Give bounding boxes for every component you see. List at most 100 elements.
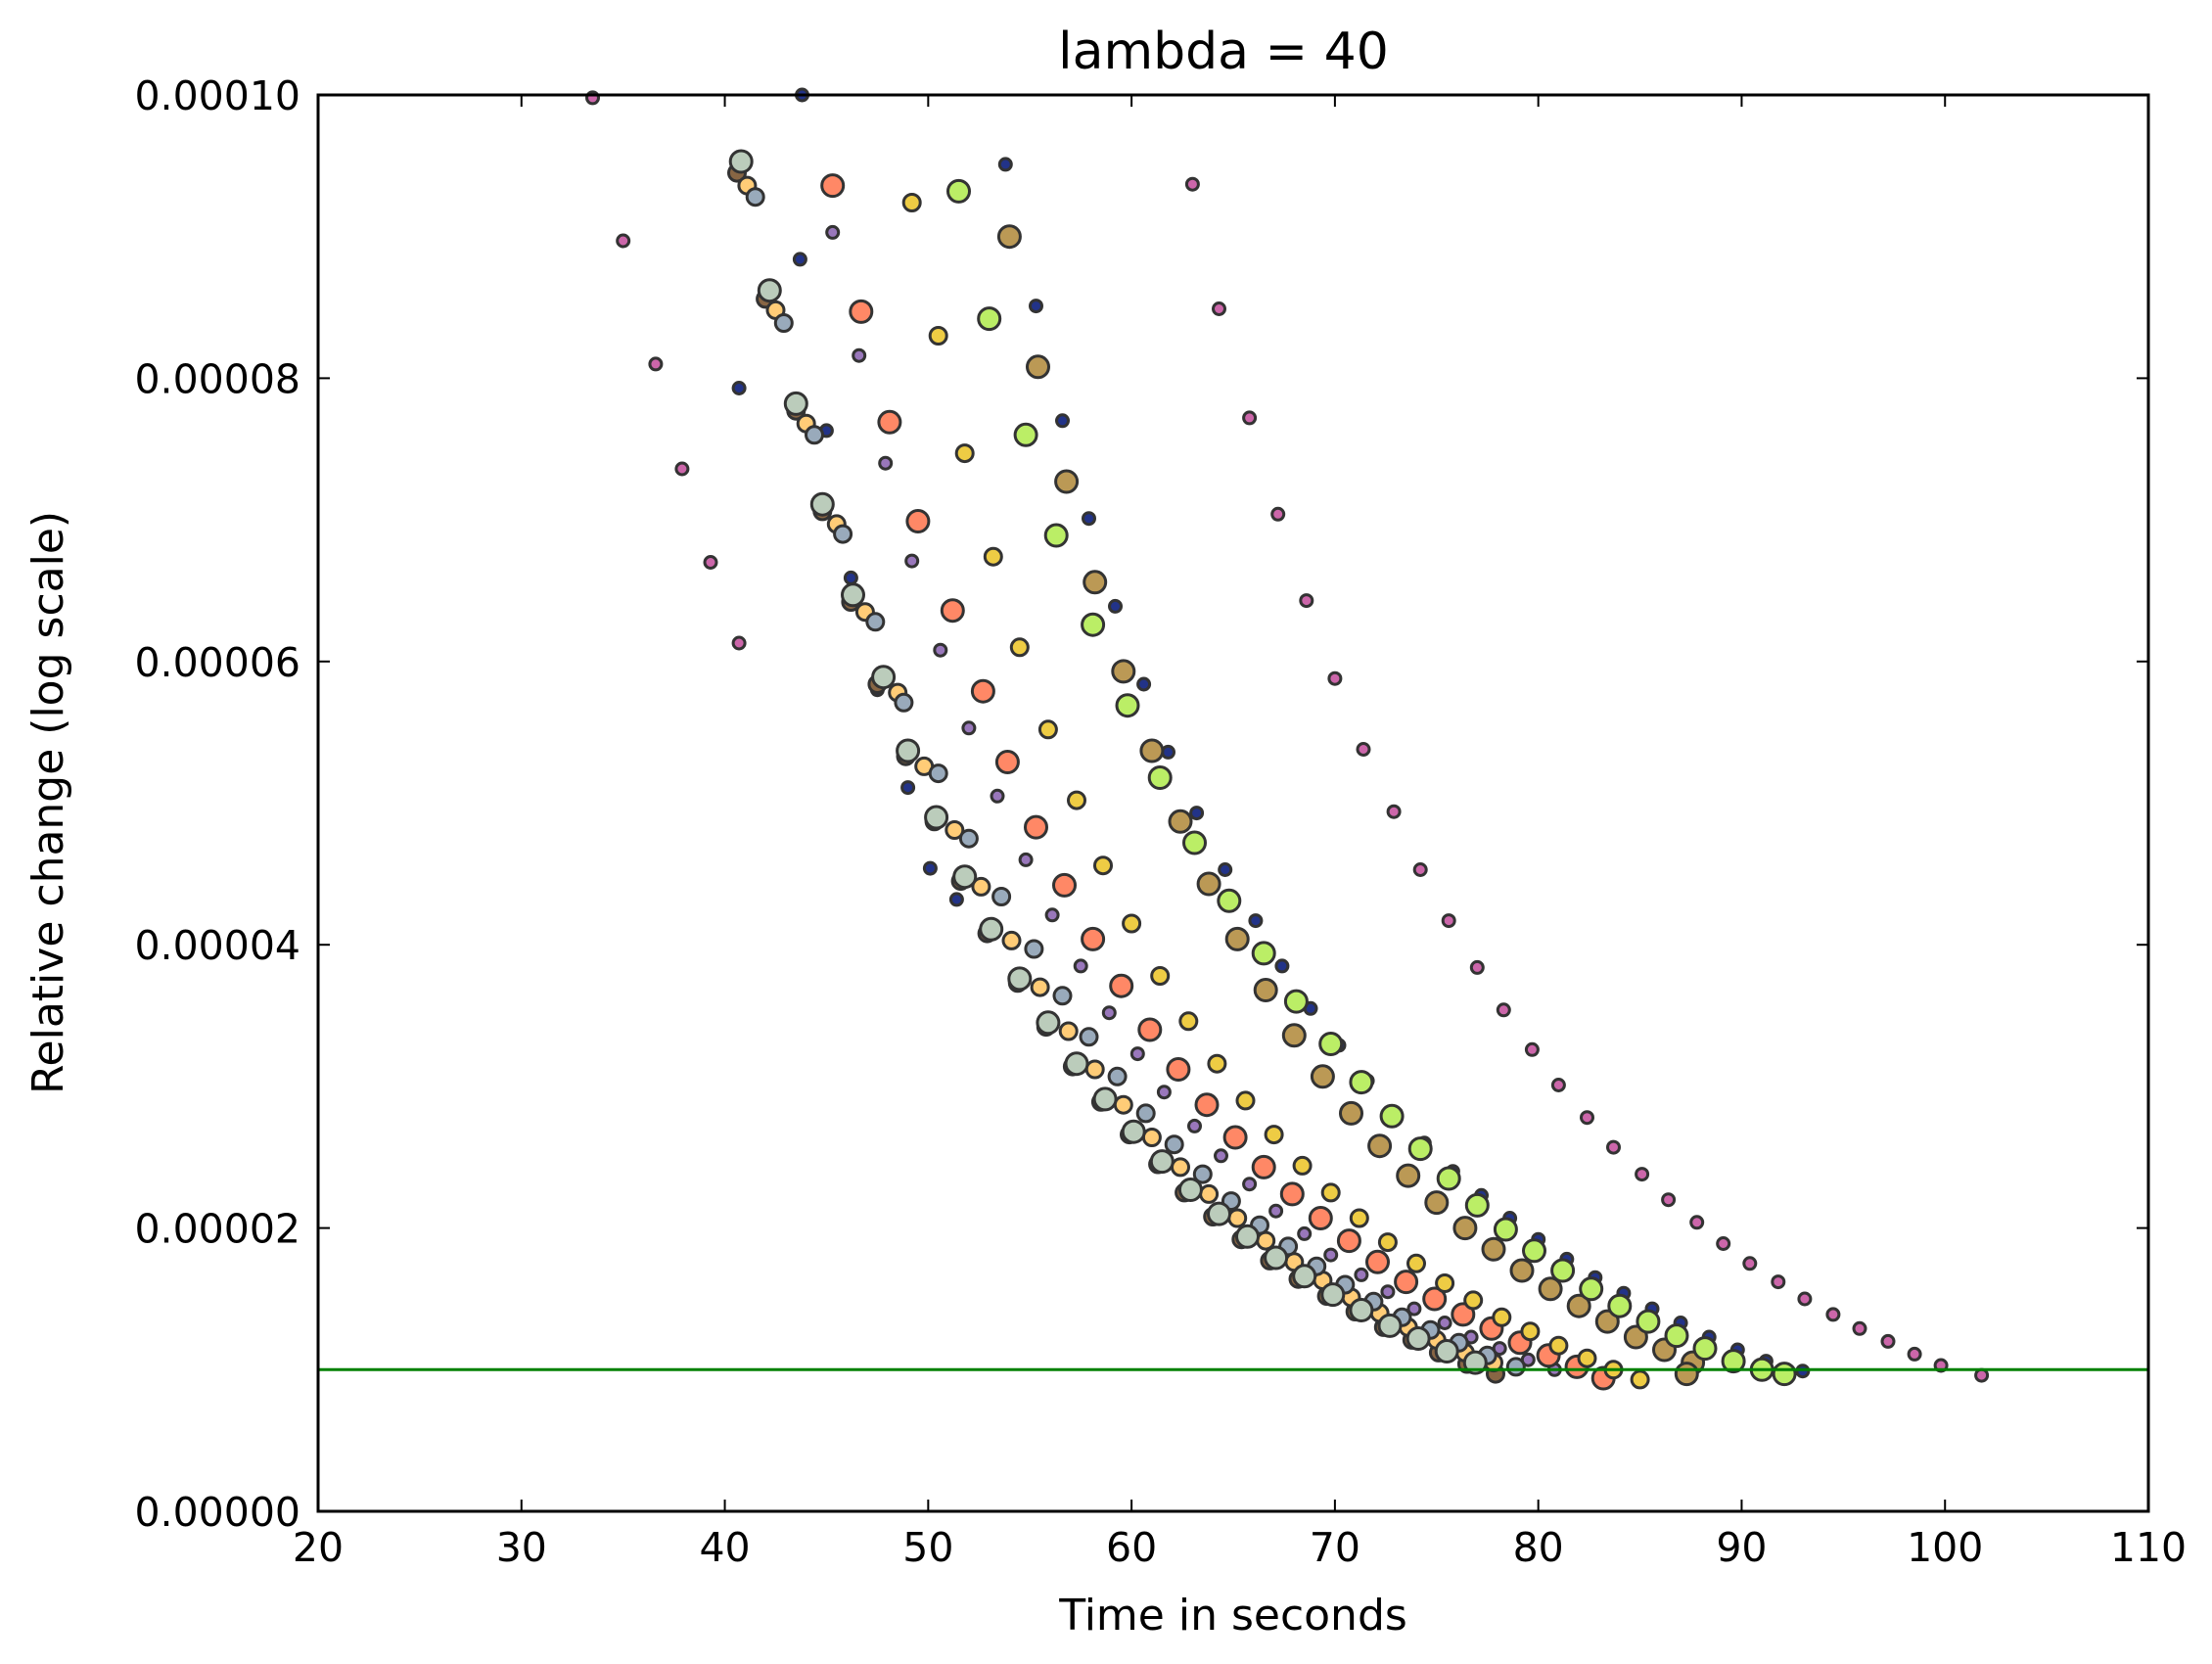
- data-point: [1349, 1070, 1374, 1095]
- data-point: [1224, 926, 1250, 951]
- data-point: [1113, 1094, 1133, 1115]
- data-point: [674, 461, 690, 477]
- data-point: [1054, 469, 1080, 494]
- data-point: [1136, 676, 1152, 692]
- data-point: [1164, 1134, 1184, 1155]
- data-point: [1424, 1190, 1450, 1216]
- data-point: [1469, 959, 1485, 975]
- data-point: [1721, 1349, 1746, 1374]
- data-point: [1052, 872, 1077, 898]
- data-point: [1674, 1362, 1699, 1387]
- data-point: [1081, 926, 1106, 951]
- data-point: [1577, 1348, 1597, 1368]
- data-point: [820, 173, 846, 199]
- data-point: [1279, 1181, 1305, 1207]
- data-point: [1451, 1302, 1476, 1327]
- data-point: [1242, 410, 1258, 426]
- data-point: [1037, 719, 1058, 740]
- data-point: [1436, 1166, 1461, 1191]
- data-point: [843, 570, 858, 585]
- data-point: [1024, 814, 1048, 840]
- x-axis-label: Time in seconds: [1058, 1591, 1407, 1641]
- data-point: [1607, 1293, 1633, 1318]
- data-point: [1441, 913, 1456, 929]
- data-point: [1308, 1206, 1333, 1230]
- data-point: [1184, 176, 1200, 192]
- data-point: [1194, 1092, 1220, 1118]
- x-axis-ticks: 20 30 40 50 60 70 80 90 100 110: [293, 95, 2187, 1571]
- data-point: [1270, 506, 1286, 522]
- data-point: [865, 612, 886, 632]
- data-point: [852, 347, 867, 363]
- data-point: [946, 178, 971, 204]
- data-point: [954, 443, 975, 464]
- data-point: [928, 326, 948, 346]
- x-tick-label: 30: [496, 1524, 547, 1571]
- data-point: [1434, 1339, 1459, 1364]
- x-tick-label: 40: [699, 1524, 750, 1571]
- data-point: [1217, 888, 1242, 913]
- data-point: [1797, 1291, 1813, 1307]
- data-point: [1207, 1201, 1231, 1226]
- data-point: [1149, 1149, 1175, 1175]
- data-point: [961, 720, 977, 736]
- y-tick-label: 0.00006: [134, 639, 300, 686]
- data-point: [1974, 1367, 1990, 1383]
- y-axis-ticks: 0.00000 0.00002 0.00004 0.00006 0.00008 0.000…: [134, 72, 2148, 1536]
- data-point: [1109, 973, 1134, 998]
- data-point: [1253, 978, 1278, 1002]
- data-point: [905, 509, 931, 533]
- data-point: [1852, 1320, 1867, 1336]
- data-point: [1001, 930, 1022, 950]
- data-point: [997, 157, 1013, 172]
- data-point: [1437, 1316, 1452, 1330]
- data-point: [1406, 1253, 1426, 1273]
- data-point: [1323, 1247, 1339, 1263]
- data-point: [994, 750, 1020, 774]
- data-point: [1636, 1309, 1661, 1334]
- data-point: [1044, 907, 1060, 923]
- data-point: [1026, 354, 1050, 380]
- data-point: [948, 892, 964, 907]
- data-point: [1661, 1192, 1677, 1208]
- data-point: [1177, 1178, 1203, 1202]
- data-point: [1139, 738, 1165, 763]
- data-point: [1264, 1125, 1284, 1145]
- data-point: [833, 524, 853, 544]
- data-point: [616, 233, 631, 249]
- data-point: [1292, 1264, 1317, 1289]
- data-point: [1147, 765, 1173, 790]
- x-tick-label: 90: [1716, 1524, 1767, 1571]
- data-point: [1481, 1236, 1506, 1262]
- x-tick-label: 100: [1907, 1524, 1983, 1571]
- data-point: [1235, 1090, 1256, 1111]
- data-point: [1121, 1119, 1146, 1144]
- data-point: [1320, 1182, 1341, 1203]
- data-point: [731, 381, 747, 395]
- data-point: [1435, 1273, 1455, 1293]
- data-point: [1093, 855, 1113, 876]
- data-point: [871, 665, 897, 690]
- data-point: [1189, 806, 1205, 821]
- data-point: [1524, 1041, 1540, 1057]
- data-point: [1212, 301, 1226, 316]
- data-point: [1171, 1157, 1190, 1178]
- data-point: [958, 828, 979, 849]
- data-point: [1043, 523, 1069, 548]
- data-point: [1623, 1324, 1648, 1350]
- data-point: [1192, 1164, 1213, 1184]
- data-point: [1107, 1066, 1128, 1086]
- data-point: [1522, 1238, 1546, 1264]
- data-point: [728, 149, 754, 174]
- data-point: [901, 193, 922, 212]
- data-point: [1377, 1313, 1403, 1338]
- data-point: [1187, 1118, 1202, 1133]
- y-tick-label: 0.00000: [134, 1489, 300, 1536]
- data-point: [1207, 1053, 1227, 1074]
- data-point: [1349, 1298, 1374, 1322]
- data-point: [1141, 1128, 1162, 1147]
- data-point: [1222, 1125, 1248, 1150]
- data-point: [757, 278, 782, 303]
- data-point: [1081, 612, 1106, 637]
